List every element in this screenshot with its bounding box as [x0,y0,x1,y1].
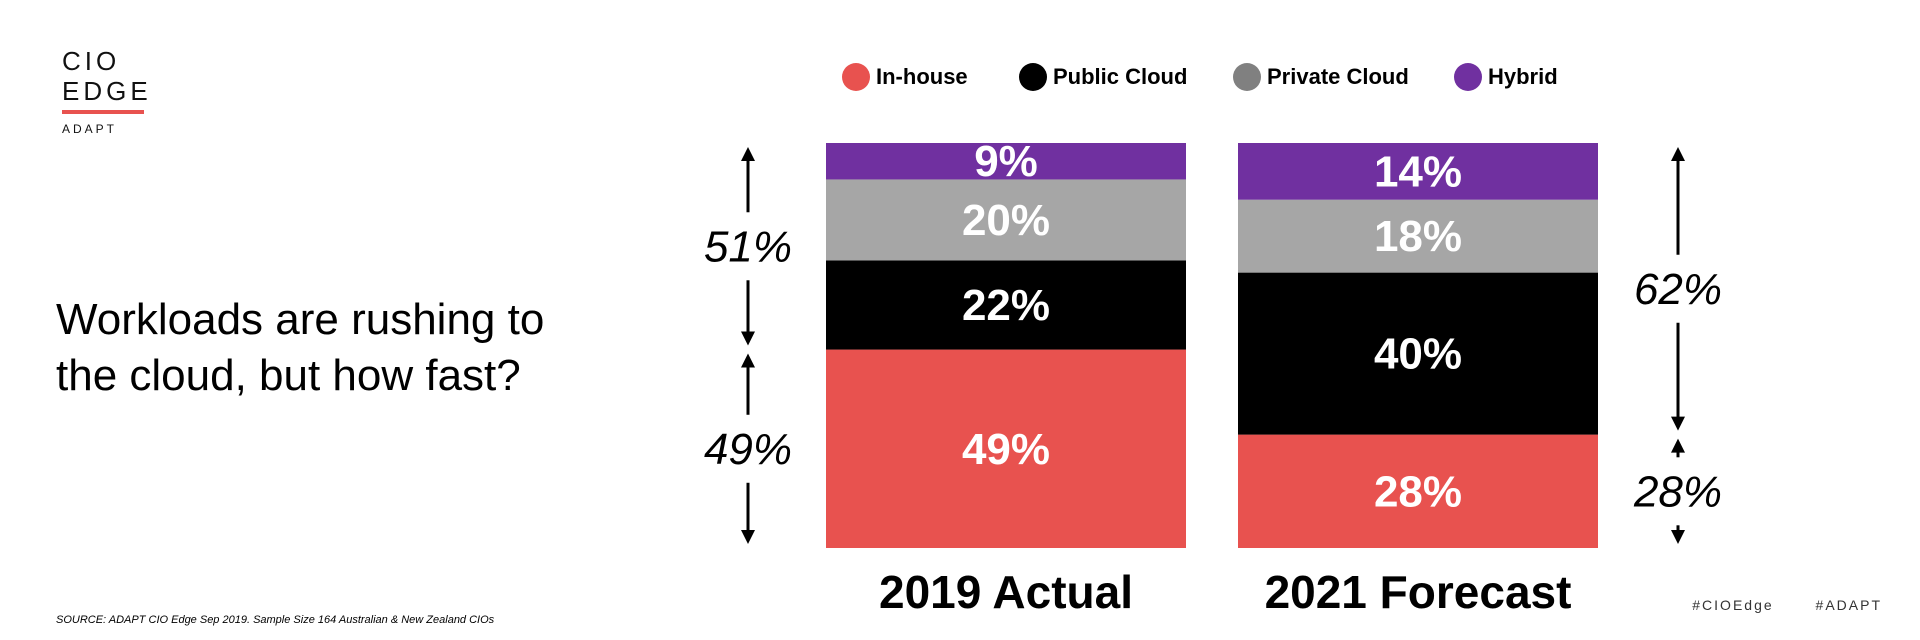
bracket-62-2-label: 62% [1634,265,1722,314]
hashtags: #CIOEdge #ADAPT [1656,597,1882,613]
legend-dot-in-house [842,63,870,91]
category-label-2021-forecast: 2021 Forecast [1265,566,1572,618]
data-label-2019-actual-hybrid: 9% [974,137,1038,186]
bracket-51-0-label: 51% [704,222,792,271]
data-label-2021-forecast-in-house: 28% [1374,467,1462,516]
legend-label-in-house: In-house [876,64,968,89]
data-label-2021-forecast-private-cloud: 18% [1374,212,1462,261]
legend-label-hybrid: Hybrid [1488,64,1558,89]
bracket-28-3-arrow-down-icon [1671,530,1685,544]
legend-label-public-cloud: Public Cloud [1053,64,1187,89]
data-label-2019-actual-private-cloud: 20% [962,196,1050,245]
bracket-51-0-arrow-down-icon [741,331,755,346]
hashtag-cioedge: #CIOEdge [1692,597,1774,613]
bracket-62-2-arrow-up-icon [1671,147,1685,161]
bar-segment-2021-forecast-hybrid [1238,143,1598,200]
legend-dot-private-cloud [1233,63,1261,91]
bar-segment-2019-actual-hybrid [826,143,1186,180]
legend-label-private-cloud: Private Cloud [1267,64,1409,89]
logo-adapt: ADAPT [62,122,118,136]
bracket-28-3-arrow-up-icon [1671,438,1685,453]
bar-segment-2019-actual-public-cloud [826,260,1186,350]
bracket-49-1-arrow-down-icon [741,530,755,544]
bar-segment-2019-actual-private-cloud [826,179,1186,261]
hashtag-adapt: #ADAPT [1815,597,1882,613]
page-title: Workloads are rushing to the cloud, but … [56,295,545,400]
bracket-51-0-arrow-up-icon [741,147,755,161]
logo: CIO EDGE ADAPT [62,46,152,136]
bar-segment-2019-actual-in-house [826,349,1186,548]
bar-segment-2021-forecast-private-cloud [1238,199,1598,273]
data-label-2021-forecast-public-cloud: 40% [1374,330,1462,379]
bar-segment-2021-forecast-in-house [1238,434,1598,548]
logo-line-edge: EDGE [62,76,152,106]
bar-segment-2021-forecast-public-cloud [1238,272,1598,435]
data-label-2021-forecast-hybrid: 14% [1374,147,1462,196]
category-label-2019-actual: 2019 Actual [879,566,1133,618]
bracket-49-1-arrow-up-icon [741,353,755,368]
legend-dot-public-cloud [1019,63,1047,91]
legend-dot-hybrid [1454,63,1482,91]
source-note: SOURCE: ADAPT CIO Edge Sep 2019. Sample … [56,614,495,626]
bracket-28-3-label: 28% [1633,467,1722,516]
bracket-49-1-label: 49% [704,425,792,474]
data-label-2019-actual-in-house: 49% [962,425,1050,474]
data-label-2019-actual-public-cloud: 22% [962,281,1050,330]
logo-line-cio: CIO [62,46,121,76]
bracket-62-2-arrow-down-icon [1671,416,1685,431]
logo-rule [62,110,144,114]
